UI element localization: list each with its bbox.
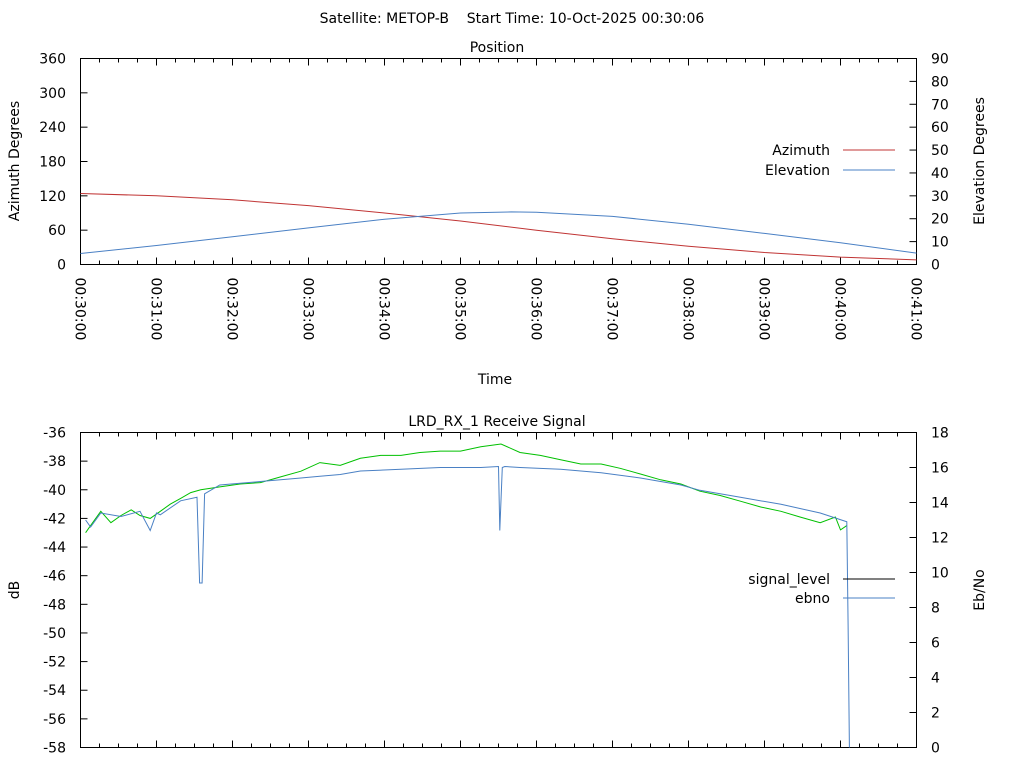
x-tick-label: 00:30:00 bbox=[72, 278, 88, 341]
x-tick-label: 00:39:00 bbox=[756, 278, 772, 341]
y2-axis-label: Elevation Degrees bbox=[972, 97, 988, 225]
y-tick-label: -46 bbox=[43, 569, 66, 585]
y-tick-label: -42 bbox=[43, 511, 66, 527]
position-chart-title: Position bbox=[470, 40, 525, 56]
x-tick-label: 00:33:00 bbox=[300, 278, 316, 341]
x-tick-label: 00:31:00 bbox=[148, 278, 164, 341]
y2-axis-label-ebno: Eb/No bbox=[972, 569, 988, 611]
y2-tick-label: 14 bbox=[931, 496, 949, 512]
y2-tick-label: 4 bbox=[931, 671, 940, 687]
y2-tick-label: 10 bbox=[931, 235, 949, 251]
y-tick-label: -52 bbox=[43, 655, 66, 671]
legend-label-signal-level: signal_level bbox=[748, 572, 830, 588]
y2-tick-label: 60 bbox=[931, 120, 949, 136]
y-tick-label: -44 bbox=[43, 540, 66, 556]
x-tick-label: 00:37:00 bbox=[604, 278, 620, 341]
y-tick-label: 180 bbox=[39, 155, 66, 171]
series-line-azimuth bbox=[80, 193, 917, 261]
series-line-ebno bbox=[85, 465, 850, 748]
y2-tick-label: 80 bbox=[931, 74, 949, 90]
y2-tick-label: 20 bbox=[931, 212, 949, 228]
x-tick-label: 00:32:00 bbox=[224, 278, 240, 341]
y-tick-label: -38 bbox=[43, 454, 66, 470]
y-tick-label: -56 bbox=[43, 712, 66, 728]
y-tick-label: 300 bbox=[39, 86, 66, 102]
y2-tick-label: 50 bbox=[931, 143, 949, 159]
y-tick-label: -58 bbox=[43, 741, 66, 757]
series-line-signal-level bbox=[85, 443, 848, 533]
y-tick-label: 0 bbox=[57, 258, 66, 274]
y2-tick-label: 70 bbox=[931, 97, 949, 113]
y-tick-label: -54 bbox=[43, 683, 66, 699]
y-tick-label: -48 bbox=[43, 597, 66, 613]
page-title: Satellite: METOP-B Start Time: 10-Oct-20… bbox=[320, 11, 705, 27]
y2-tick-label: 18 bbox=[931, 426, 949, 442]
legend-label-ebno: ebno bbox=[795, 591, 830, 607]
position-chart: Position 00:30:00 00:31:00 00:32:00 00:33:0… bbox=[7, 40, 988, 388]
x-axis-label: Time bbox=[477, 372, 512, 388]
y2-tick-label: 8 bbox=[931, 601, 940, 617]
x-tick-label: 00:35:00 bbox=[452, 278, 468, 341]
y-tick-label: 60 bbox=[48, 223, 66, 239]
y-tick-label: -36 bbox=[43, 426, 66, 442]
y-axis-label: Azimuth Degrees bbox=[7, 101, 23, 221]
y2-tick-label: 90 bbox=[931, 52, 949, 68]
x-tick-label: 00:38:00 bbox=[680, 278, 696, 341]
y2-tick-label: 6 bbox=[931, 636, 940, 652]
y2-tick-label: 2 bbox=[931, 706, 940, 722]
y2-tick-label: 12 bbox=[931, 531, 949, 547]
signal-chart-title: LRD_RX_1 Receive Signal bbox=[408, 414, 585, 430]
y2-tick-label: 30 bbox=[931, 189, 949, 205]
y2-tick-label: 0 bbox=[931, 741, 940, 757]
y-axis-label-db: dB bbox=[7, 581, 23, 600]
y2-tick-label: 16 bbox=[931, 461, 949, 477]
legend-label-azimuth: Azimuth bbox=[772, 143, 830, 159]
y2-tick-label: 0 bbox=[931, 258, 940, 274]
series-line-elevation bbox=[80, 211, 917, 254]
x-tick-label: 00:34:00 bbox=[376, 278, 392, 341]
legend-label-elevation: Elevation bbox=[765, 163, 830, 179]
y-tick-label: 240 bbox=[39, 120, 66, 136]
signal-chart: LRD_RX_1 Receive Signal -58 -56 -54 -52 -50 -… bbox=[7, 414, 988, 757]
y2-tick-label: 10 bbox=[931, 566, 949, 582]
y-tick-label: -50 bbox=[43, 626, 66, 642]
x-tick-label: 00:41:00 bbox=[908, 278, 924, 341]
y-tick-label: 360 bbox=[39, 52, 66, 68]
y-tick-label: 120 bbox=[39, 189, 66, 205]
x-tick-label: 00:36:00 bbox=[528, 278, 544, 341]
x-tick-label: 00:40:00 bbox=[832, 278, 848, 341]
position-plot-frame bbox=[80, 58, 917, 265]
y-tick-label: -40 bbox=[43, 483, 66, 499]
y2-tick-label: 40 bbox=[931, 166, 949, 182]
